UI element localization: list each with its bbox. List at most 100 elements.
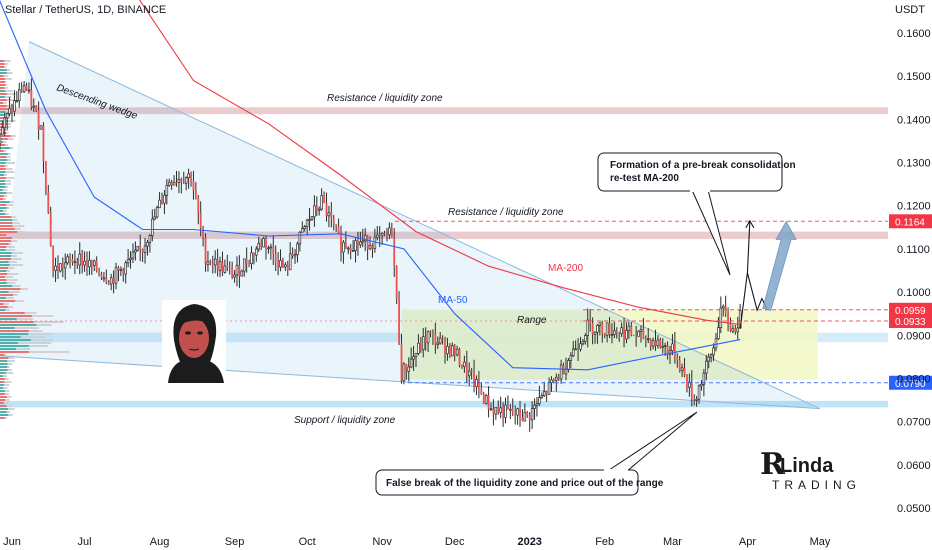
candle-body: [473, 371, 475, 387]
candle-body: [233, 274, 236, 278]
candle-body: [3, 117, 7, 129]
volume-profile-bar: [0, 270, 7, 272]
candle-body: [39, 125, 43, 130]
candle-body: [357, 240, 359, 245]
candle-body: [605, 322, 609, 336]
price-tag-label: 0.0790: [895, 379, 926, 390]
candle-body: [359, 241, 362, 246]
liquidity-zone: [0, 400, 888, 408]
x-axis[interactable]: Jun Jul Aug Sep Oct Nov Dec 2023 Feb Mar Apr May: [3, 536, 831, 548]
price-tag-label: 0.1164: [895, 217, 925, 228]
candle-body: [95, 260, 98, 271]
candle-body: [218, 261, 222, 271]
candle-body: [405, 363, 408, 372]
volume-profile-bar: [0, 333, 29, 335]
price-tag: [889, 302, 932, 317]
candle-body: [383, 233, 386, 235]
candle-body: [136, 245, 140, 251]
x-tick-label: Aug: [150, 536, 170, 548]
volume-profile-bar: [0, 186, 6, 188]
volume-profile-bar: [0, 75, 4, 77]
volume-profile-bar: [0, 318, 17, 320]
volume-profile-bar: [0, 351, 29, 353]
candle-body: [458, 349, 461, 366]
candle-body: [134, 249, 137, 253]
candle-body: [663, 345, 667, 347]
candle-body: [448, 346, 451, 356]
candle-body: [202, 228, 205, 238]
volume-profile-bar: [0, 354, 5, 356]
volume-profile-bar: [0, 96, 12, 98]
candle-body: [184, 177, 188, 184]
callout-consolidation: Formation of a pre-break consolidation r…: [597, 152, 796, 276]
volume-profile-bar: [0, 231, 18, 233]
candle-body: [293, 254, 297, 257]
candle-body: [66, 256, 69, 264]
resistance-zone-label-lower: Resistance / liquidity zone: [448, 207, 564, 218]
volume-profile-bar: [0, 264, 10, 266]
candle-body: [678, 360, 681, 371]
x-tick-label: May: [810, 536, 831, 548]
volume-profile-bar: [0, 255, 12, 257]
candle-body: [402, 363, 406, 382]
candle-body: [250, 252, 253, 265]
candle-body: [0, 133, 2, 145]
y-axis[interactable]: 0.1600 0.1500 0.1400 0.1300 0.1200 0.1100 0.10…: [897, 28, 931, 515]
candle-body: [190, 173, 192, 181]
y-tick-label: 0.1500: [897, 71, 931, 83]
candle-body: [400, 343, 403, 381]
volume-profile-bar: [0, 342, 18, 344]
candle-body: [480, 389, 483, 395]
candle-body: [354, 240, 357, 251]
candle-body: [296, 243, 299, 256]
candle-body: [69, 256, 71, 259]
candle-body: [88, 259, 91, 268]
candle-body: [627, 325, 631, 331]
candle-body: [654, 340, 657, 346]
candle-body: [305, 219, 309, 227]
volume-profile-bar: [0, 183, 6, 185]
volume-profile-bar: [0, 171, 15, 173]
candle-body: [61, 263, 64, 268]
candle-body: [187, 173, 190, 179]
candle-body: [363, 234, 367, 242]
candle-body: [511, 409, 514, 414]
candle-body: [700, 383, 703, 387]
candle-body: [223, 265, 227, 273]
candle-body: [610, 334, 614, 336]
candle-body: [141, 249, 144, 253]
candle-body: [349, 248, 352, 251]
candle-body: [255, 248, 258, 256]
candle-body: [107, 282, 110, 285]
volume-profile-bar: [0, 384, 4, 386]
candle-body: [734, 328, 737, 332]
volume-profile-bar: [0, 294, 13, 296]
volume-profile-bar: [0, 192, 7, 194]
volume-profile-bar: [0, 189, 8, 191]
candle-body: [17, 89, 21, 101]
volume-profile-bar: [0, 108, 8, 110]
candle-body: [170, 182, 173, 186]
candle-body: [265, 238, 267, 248]
volume-profile-bar: [0, 180, 6, 182]
volume-profile-bar: [0, 327, 39, 329]
candle-body: [579, 343, 582, 350]
candle-body: [260, 243, 263, 247]
volume-profile-bar: [0, 279, 7, 281]
volume-profile-bar: [0, 177, 6, 179]
volume-profile-bar: [0, 303, 4, 305]
candle-body: [148, 235, 152, 243]
candle-body: [434, 333, 437, 345]
volume-profile-bar: [0, 111, 13, 113]
volume-profile-bar: [0, 324, 37, 326]
volume-profile-bar: [0, 201, 10, 203]
volume-profile-bar: [0, 69, 7, 71]
volume-profile-bar: [0, 156, 7, 158]
candle-body: [414, 353, 418, 358]
candle-body: [569, 355, 573, 361]
candle-body: [126, 259, 130, 264]
candle-body: [702, 372, 706, 385]
candle-body: [598, 322, 602, 326]
volume-profile-bar: [0, 246, 7, 248]
